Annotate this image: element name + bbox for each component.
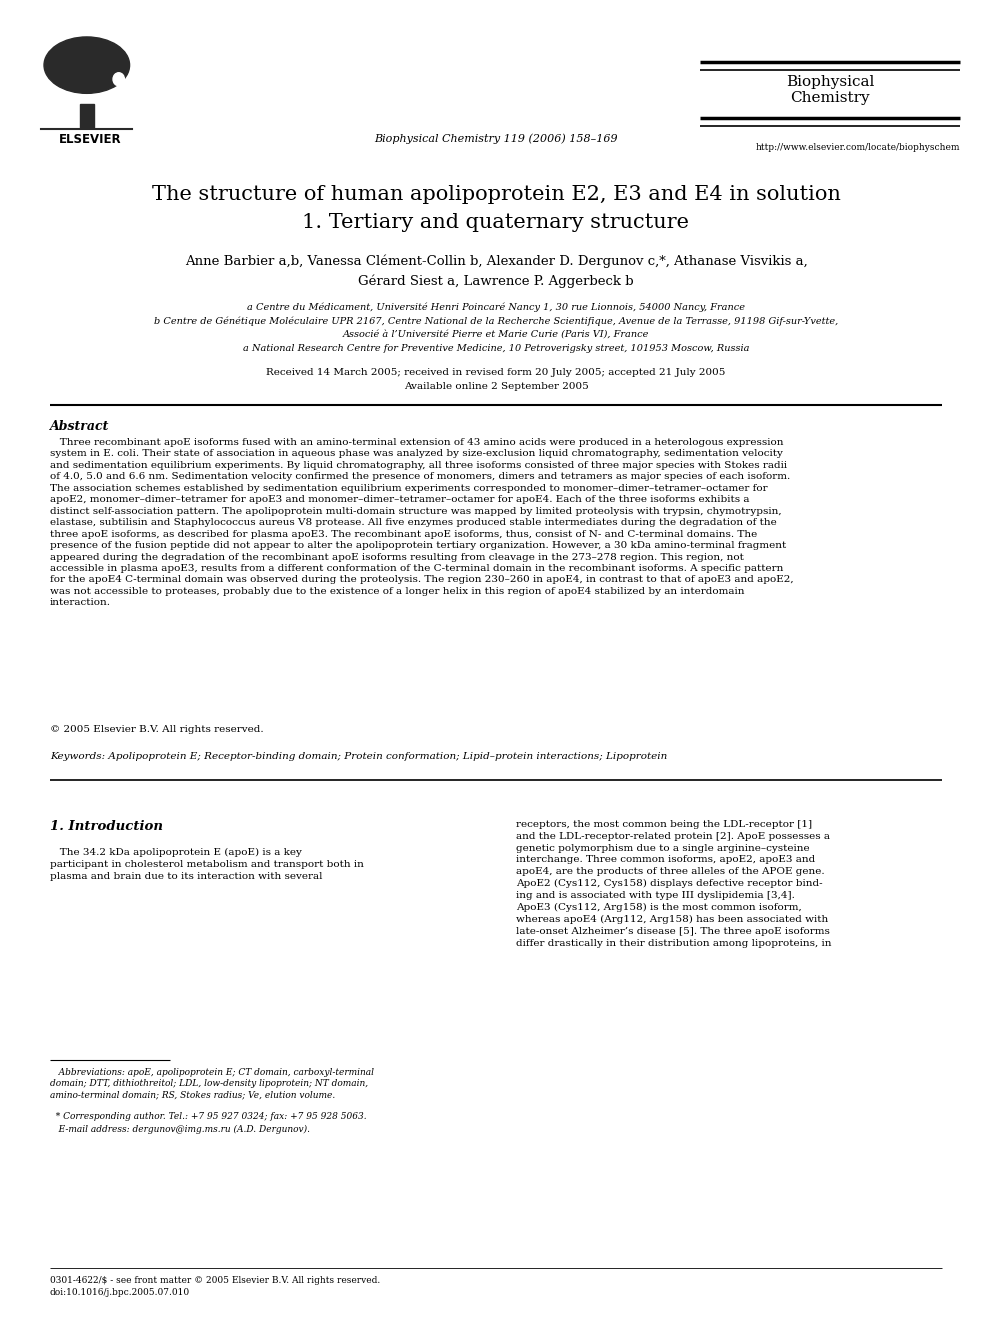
Text: Available online 2 September 2005: Available online 2 September 2005 — [404, 382, 588, 392]
Text: a Centre du Médicament, Université Henri Poincaré Nancy 1, 30 rue Lionnois, 5400: a Centre du Médicament, Université Henri… — [247, 302, 745, 311]
Text: receptors, the most common being the LDL-receptor [1]
and the LDL-receptor-relat: receptors, the most common being the LDL… — [516, 820, 831, 947]
Text: 0301-4622/$ - see front matter © 2005 Elsevier B.V. All rights reserved.: 0301-4622/$ - see front matter © 2005 El… — [50, 1275, 380, 1285]
Bar — [80, 105, 93, 128]
Text: doi:10.1016/j.bpc.2005.07.010: doi:10.1016/j.bpc.2005.07.010 — [50, 1289, 190, 1297]
Text: ELSEVIER: ELSEVIER — [59, 134, 121, 146]
Text: http://www.elsevier.com/locate/biophyschem: http://www.elsevier.com/locate/biophysch… — [756, 143, 960, 152]
Text: E-mail address: dergunov@img.ms.ru (A.D. Dergunov).: E-mail address: dergunov@img.ms.ru (A.D.… — [50, 1125, 310, 1134]
Text: Anne Barbier a,b, Vanessa Clément-Collin b, Alexander D. Dergunov c,*, Athanase : Anne Barbier a,b, Vanessa Clément-Collin… — [185, 255, 807, 269]
Text: Keywords: Apolipoprotein E; Receptor-binding domain; Protein conformation; Lipid: Keywords: Apolipoprotein E; Receptor-bin… — [50, 751, 668, 761]
Text: Biophysical Chemistry 119 (2006) 158–169: Biophysical Chemistry 119 (2006) 158–169 — [374, 134, 618, 144]
Text: Gérard Siest a, Lawrence P. Aggerbeck b: Gérard Siest a, Lawrence P. Aggerbeck b — [358, 275, 634, 288]
Text: * Corresponding author. Tel.: +7 95 927 0324; fax: +7 95 928 5063.: * Corresponding author. Tel.: +7 95 927 … — [50, 1113, 367, 1121]
Ellipse shape — [113, 73, 124, 86]
Text: The structure of human apolipoprotein E2, E3 and E4 in solution: The structure of human apolipoprotein E2… — [152, 185, 840, 204]
Text: b Centre de Génétique Moléculaire UPR 2167, Centre National de la Recherche Scie: b Centre de Génétique Moléculaire UPR 21… — [154, 316, 838, 325]
Text: © 2005 Elsevier B.V. All rights reserved.: © 2005 Elsevier B.V. All rights reserved… — [50, 725, 264, 734]
Text: Three recombinant apoE isoforms fused with an amino-terminal extension of 43 ami: Three recombinant apoE isoforms fused wi… — [50, 438, 794, 607]
Ellipse shape — [44, 37, 130, 94]
Text: The 34.2 kDa apolipoprotein E (apoE) is a key
participant in cholesterol metabol: The 34.2 kDa apolipoprotein E (apoE) is … — [50, 848, 364, 881]
Text: Abbreviations: apoE, apolipoprotein E; CT domain, carboxyl-terminal
domain; DTT,: Abbreviations: apoE, apolipoprotein E; C… — [50, 1068, 374, 1099]
Text: Associé à l’Université Pierre et Marie Curie (Paris VI), France: Associé à l’Université Pierre et Marie C… — [343, 329, 649, 339]
Text: a National Research Centre for Preventive Medicine, 10 Petroverigsky street, 101: a National Research Centre for Preventiv… — [243, 344, 749, 353]
Text: 1. Tertiary and quaternary structure: 1. Tertiary and quaternary structure — [303, 213, 689, 232]
Text: Abstract: Abstract — [50, 419, 109, 433]
Text: Received 14 March 2005; received in revised form 20 July 2005; accepted 21 July : Received 14 March 2005; received in revi… — [266, 368, 726, 377]
Text: Biophysical
Chemistry: Biophysical Chemistry — [786, 75, 874, 106]
Text: 1. Introduction: 1. Introduction — [50, 820, 163, 833]
